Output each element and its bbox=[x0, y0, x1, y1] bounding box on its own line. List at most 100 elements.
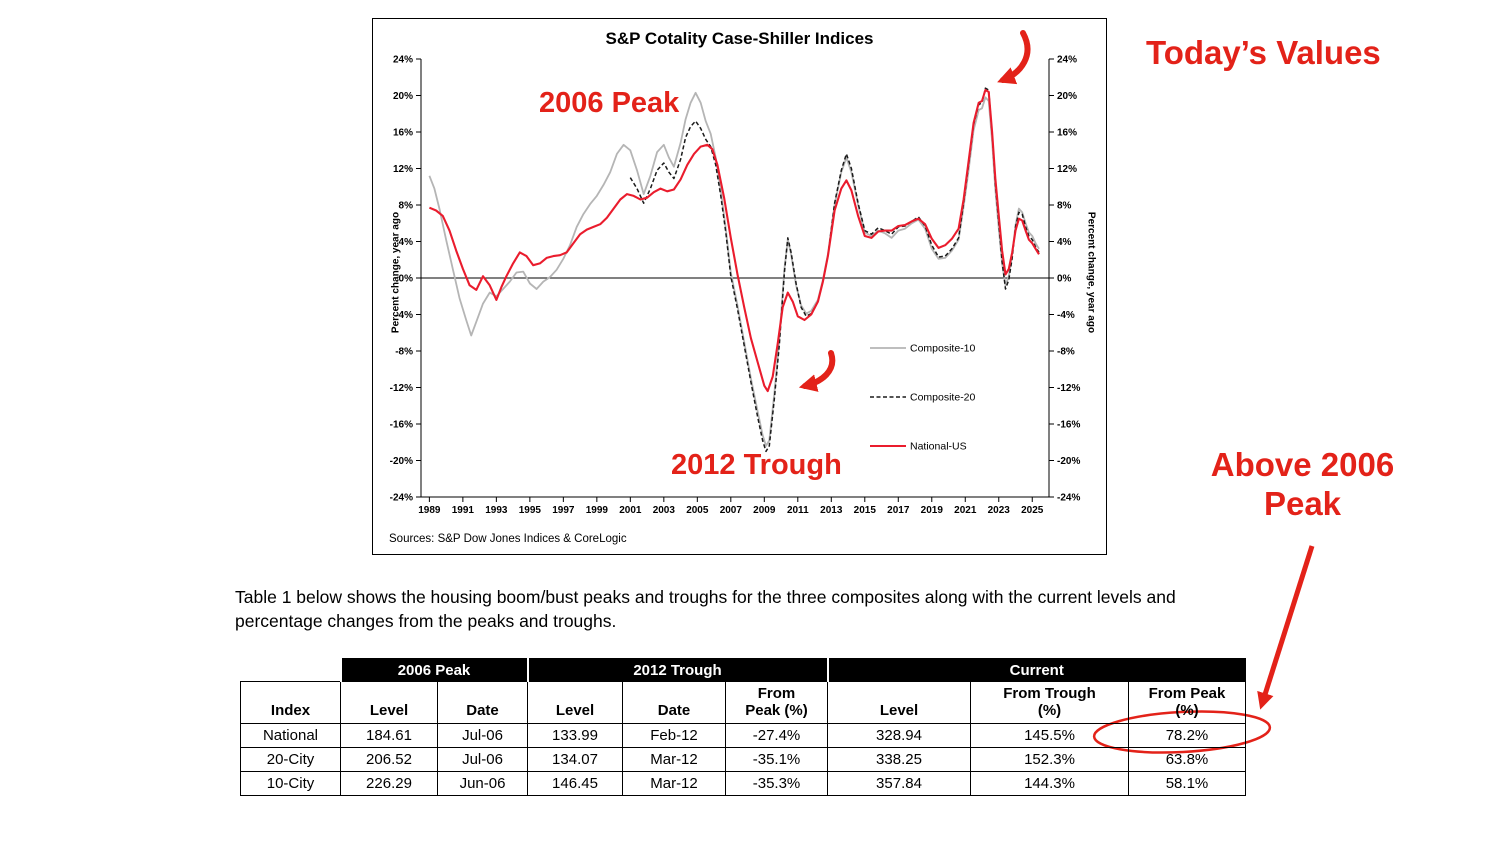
x-tick-label: 1989 bbox=[418, 505, 441, 516]
y-tick-label-right: 24% bbox=[1057, 55, 1077, 66]
table-cell: -27.4% bbox=[725, 722, 828, 748]
table1: 2006 Peak 2012 Trough Current Index Level Dat… bbox=[240, 658, 1246, 796]
x-tick-label: 1993 bbox=[485, 505, 508, 516]
series-composite-20 bbox=[629, 87, 1040, 453]
table-row: 10-City 226.29 Jun-06 146.45 Mar-12 -35.3% 357… bbox=[240, 770, 1246, 796]
chart-title: S&P Cotality Case-Shiller Indices bbox=[605, 29, 874, 48]
table-cell: 145.5% bbox=[970, 722, 1129, 748]
group-header-3: Current bbox=[826, 658, 1246, 682]
group-header-0 bbox=[240, 658, 341, 682]
column-header-5: From Peak (%) bbox=[725, 681, 828, 724]
x-tick-label: 2015 bbox=[854, 505, 877, 516]
table-cell: 134.07 bbox=[527, 746, 623, 772]
column-header-6: Level bbox=[827, 681, 971, 724]
legend-label: National-US bbox=[910, 441, 967, 453]
column-header-7: From Trough (%) bbox=[970, 681, 1129, 724]
x-tick-label: 2025 bbox=[1021, 505, 1044, 516]
table-cell: 184.61 bbox=[340, 722, 438, 748]
table-header-row: Index Level Date Level Date From Peak (%) Level… bbox=[240, 681, 1246, 724]
y-tick-label-left: -8% bbox=[395, 347, 413, 358]
y-tick-label-right: 4% bbox=[1057, 237, 1072, 248]
annotation-above-line2: Peak bbox=[1263, 484, 1342, 522]
y-tick-label-left: -16% bbox=[390, 420, 413, 431]
table-cell: Jul-06 bbox=[437, 746, 528, 772]
legend-label: Composite-10 bbox=[910, 343, 976, 355]
x-tick-label: 2001 bbox=[619, 505, 642, 516]
y-tick-label-right: 0% bbox=[1057, 274, 1072, 285]
annotation-2012-trough: 2012 Trough bbox=[671, 449, 842, 481]
y-tick-label-left: 24% bbox=[393, 55, 413, 66]
x-tick-label: 2017 bbox=[887, 505, 910, 516]
y-tick-label-left: 12% bbox=[393, 164, 413, 175]
table-cell: Jun-06 bbox=[437, 770, 528, 796]
y-tick-label-left: -4% bbox=[395, 310, 413, 321]
annotation-2006-peak: 2006 Peak bbox=[539, 87, 680, 119]
chart-panel: 24% 24% 20% 20% 16% 16% 12% 12% 8% 8% 4% 4% 0% 0% -4% -… bbox=[372, 18, 1107, 555]
y-tick-label-left: -20% bbox=[390, 456, 413, 467]
table-cell: 78.2% bbox=[1128, 722, 1246, 748]
legend-label: Composite-20 bbox=[910, 392, 976, 404]
group-header-1: 2006 Peak bbox=[339, 658, 528, 682]
y-tick-label-left: 0% bbox=[399, 274, 414, 285]
table-cell: 133.99 bbox=[527, 722, 623, 748]
y-tick-label-left: 16% bbox=[393, 128, 413, 139]
x-tick-label: 1991 bbox=[452, 505, 475, 516]
table-cell: 338.25 bbox=[827, 746, 971, 772]
x-tick-label: 2021 bbox=[954, 505, 977, 516]
table-cell: Jul-06 bbox=[437, 722, 528, 748]
table-cell: 328.94 bbox=[827, 722, 971, 748]
y-tick-label-right: -20% bbox=[1057, 456, 1080, 467]
x-tick-label: 2011 bbox=[787, 505, 809, 516]
table-cell: 144.3% bbox=[970, 770, 1129, 796]
arrow-line bbox=[1257, 545, 1315, 710]
table-cell: National bbox=[240, 722, 341, 748]
table-intro-paragraph: Table 1 below shows the housing boom/bus… bbox=[235, 587, 1176, 631]
table-cell: Feb-12 bbox=[622, 722, 726, 748]
table-cell: 146.45 bbox=[527, 770, 623, 796]
table-cell: Mar-12 bbox=[622, 770, 726, 796]
y-tick-label-right: 16% bbox=[1057, 128, 1077, 139]
table-cell: 152.3% bbox=[970, 746, 1129, 772]
x-tick-label: 2007 bbox=[720, 505, 743, 516]
table-cell: 58.1% bbox=[1128, 770, 1246, 796]
series-composite-10 bbox=[428, 91, 1040, 447]
table-cell: 10-City bbox=[240, 770, 341, 796]
annotation-above-2006-peak: Above 2006 Peak bbox=[1185, 446, 1420, 524]
group-header-2: 2012 Trough bbox=[526, 658, 828, 682]
x-tick-label: 2019 bbox=[921, 505, 944, 516]
x-tick-label: 1995 bbox=[519, 505, 542, 516]
y-tick-label-left: 4% bbox=[399, 237, 414, 248]
table-group-header-row: 2006 Peak 2012 Trough Current bbox=[240, 658, 1246, 682]
y-tick-label-right: -24% bbox=[1057, 493, 1080, 504]
y-tick-label-right: 20% bbox=[1057, 91, 1077, 102]
table-cell: 63.8% bbox=[1128, 746, 1246, 772]
series-national-us bbox=[428, 88, 1040, 393]
arrow-to-2012-trough bbox=[798, 350, 836, 392]
y-tick-label-right: -12% bbox=[1057, 383, 1080, 394]
table-row: 20-City 206.52 Jul-06 134.07 Mar-12 -35.1% 338… bbox=[240, 746, 1246, 772]
x-tick-label: 2023 bbox=[988, 505, 1011, 516]
table-row: National 184.61 Jul-06 133.99 Feb-12 -27.4% 32… bbox=[240, 722, 1246, 748]
y-tick-label-right: 8% bbox=[1057, 201, 1072, 212]
y-tick-label-right: -4% bbox=[1057, 310, 1075, 321]
table-cell: -35.3% bbox=[725, 770, 828, 796]
x-tick-label: 2009 bbox=[753, 505, 776, 516]
column-header-4: Date bbox=[622, 681, 726, 724]
table-cell: 226.29 bbox=[340, 770, 438, 796]
table-cell: Mar-12 bbox=[622, 746, 726, 772]
y-tick-label-left: 8% bbox=[399, 201, 414, 212]
x-tick-label: 1999 bbox=[586, 505, 609, 516]
y-tick-label-right: -16% bbox=[1057, 420, 1080, 431]
y-tick-label-left: -12% bbox=[390, 383, 413, 394]
x-tick-label: 2003 bbox=[653, 505, 676, 516]
table-cell: 357.84 bbox=[827, 770, 971, 796]
y-axis-label-left: Percent change, year ago bbox=[390, 211, 402, 334]
y-tick-label-left: 20% bbox=[393, 91, 413, 102]
y-tick-label-left: -24% bbox=[390, 493, 413, 504]
arrow-to-2022-peak bbox=[997, 30, 1031, 85]
table-cell: 206.52 bbox=[340, 746, 438, 772]
table-cell: -35.1% bbox=[725, 746, 828, 772]
column-header-0: Index bbox=[240, 681, 341, 724]
y-axis-label-right: Percent change, year ago bbox=[1085, 211, 1097, 334]
